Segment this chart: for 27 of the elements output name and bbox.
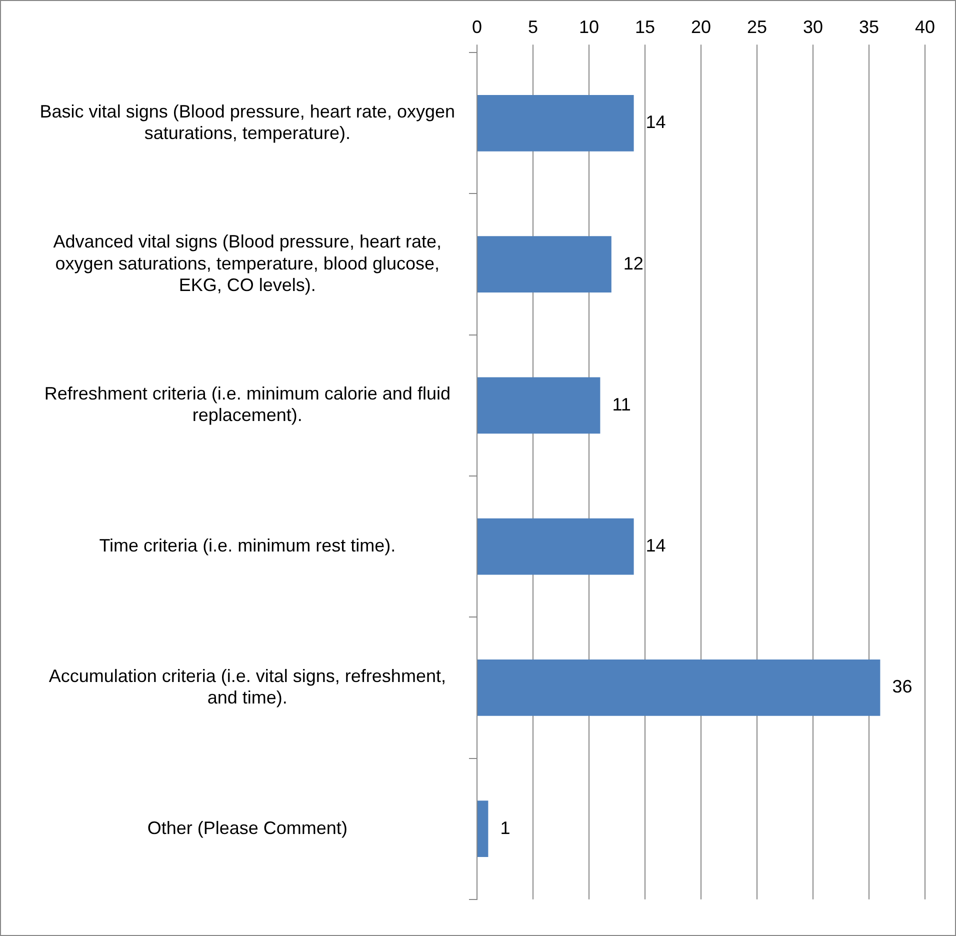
data-label: 36 xyxy=(892,676,912,697)
x-tick-label: 10 xyxy=(578,16,600,37)
x-tick-label: 15 xyxy=(634,16,656,37)
x-tick-label: 25 xyxy=(746,16,768,37)
x-tick-label: 20 xyxy=(690,16,712,37)
bar xyxy=(478,94,634,152)
x-tick-label: 30 xyxy=(802,16,824,37)
data-label: 14 xyxy=(646,112,666,132)
data-label: 14 xyxy=(646,536,666,556)
bar xyxy=(478,236,612,293)
y-tick-label: Refreshment criteria (i.e. minimum calorie and fluid replacement). xyxy=(44,384,450,426)
x-tick-label: 0 xyxy=(472,16,482,37)
bar xyxy=(478,659,880,716)
y-tick-label: Time criteria (i.e. minimum rest time). xyxy=(99,536,396,556)
x-tick-label: 40 xyxy=(914,16,936,37)
y-tick-label: Other (Please Comment) xyxy=(147,818,348,838)
data-label: 12 xyxy=(623,253,644,274)
x-tick-label: 35 xyxy=(858,16,880,37)
data-label: 11 xyxy=(612,394,631,414)
y-tick-label: Basic vital signs (Blood pressure, heart rate, oxygen saturations, temperature). xyxy=(40,101,456,143)
x-tick-label: 5 xyxy=(528,16,538,37)
bar xyxy=(478,518,634,575)
data-label: 1 xyxy=(500,818,510,838)
y-tick-label: Accumulation criteria (i.e. vital signs, refreshment, and time). xyxy=(48,666,446,708)
bar xyxy=(478,377,600,434)
bar xyxy=(478,800,488,858)
y-tick-label: Advanced vital signs (Blood pressure, heart rate, oxygen saturations, temperature, blood glucose, EKG, CO levels). xyxy=(53,232,442,295)
